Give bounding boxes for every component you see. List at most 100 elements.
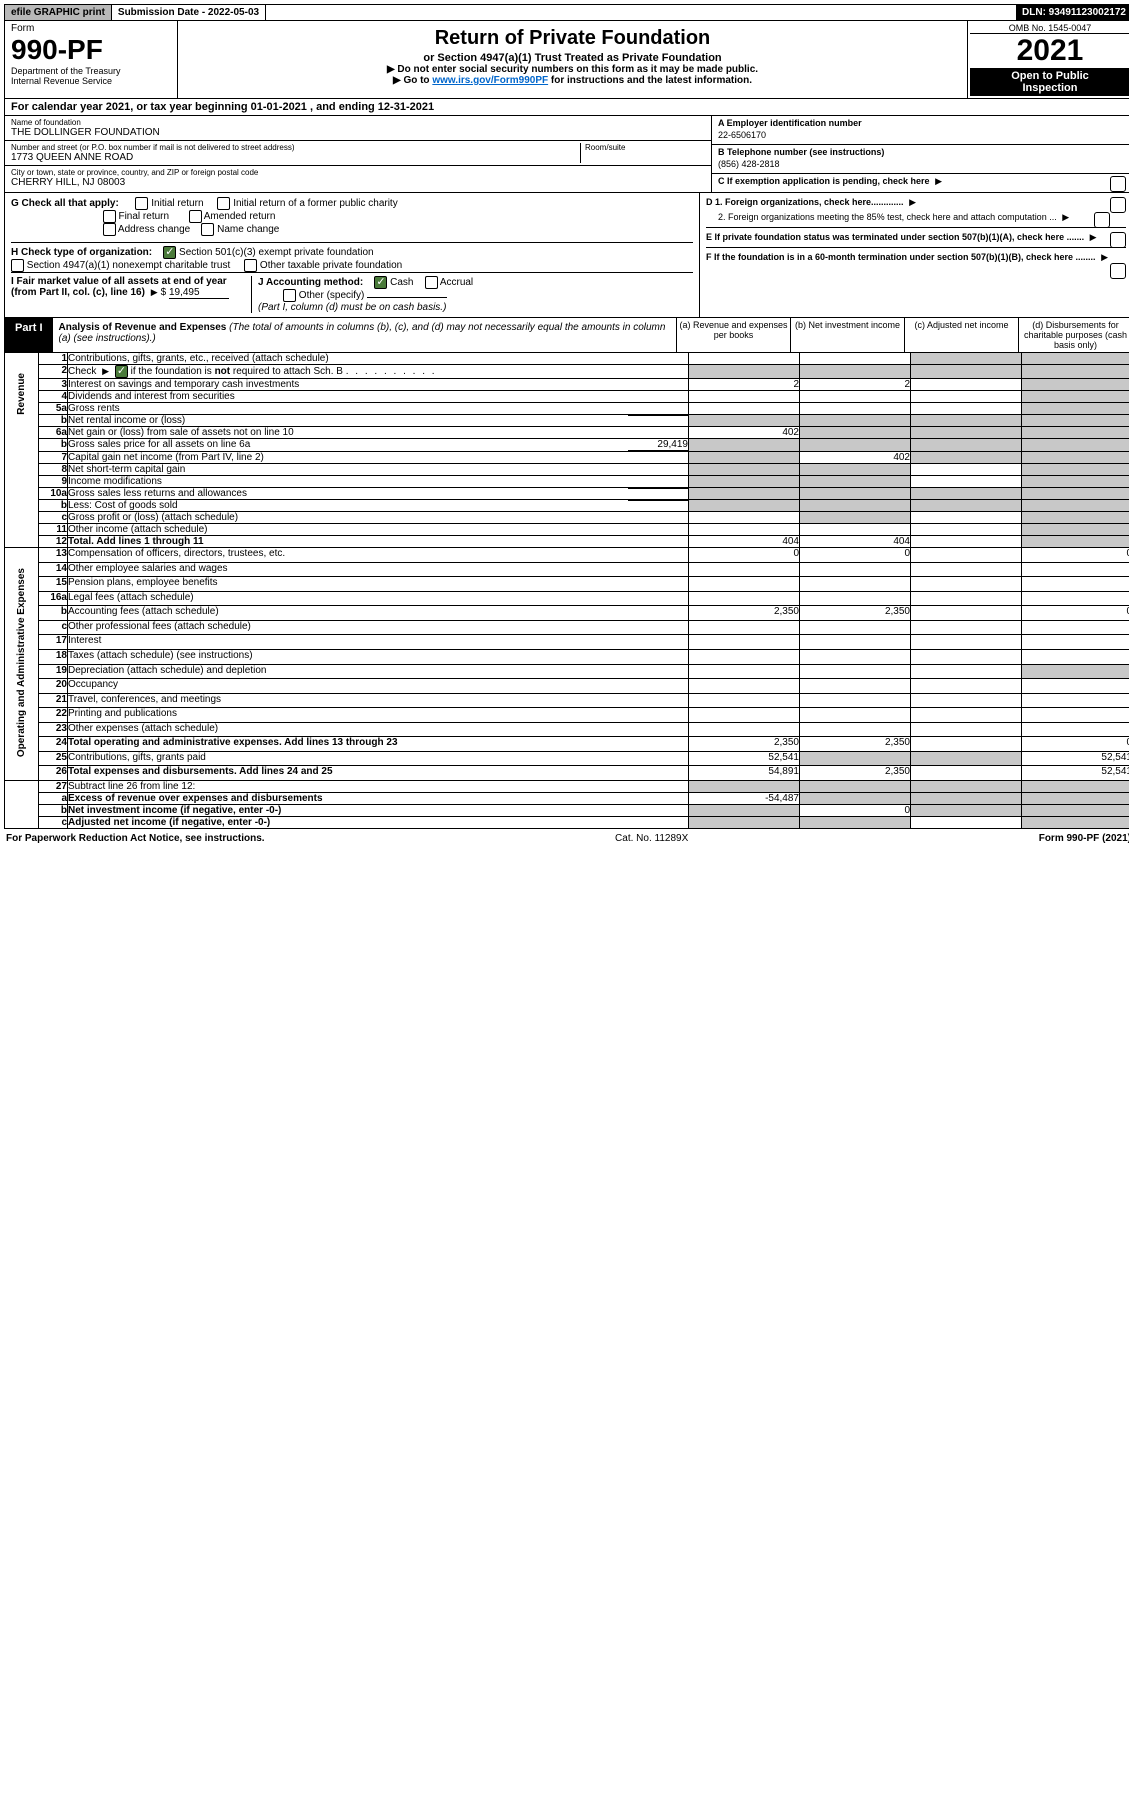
amended-return-checkbox[interactable] [189,210,202,223]
amount-cell [689,488,800,500]
table-row: cAdjusted net income (if negative, enter… [5,817,1129,829]
room-label: Room/suite [585,143,705,152]
amount-cell: 402 [689,427,800,439]
final-return-checkbox[interactable] [103,210,116,223]
c-label: C If exemption application is pending, c… [718,176,930,186]
line-desc: Legal fees (attach schedule) [68,591,689,606]
checks-section: G Check all that apply: Initial return I… [4,193,1129,318]
table-row: 17Interest [5,635,1129,650]
line-desc: Gross sales price for all assets on line… [68,439,689,452]
part1-header: Part I Analysis of Revenue and Expenses … [4,318,1129,353]
d1-label: D 1. Foreign organizations, check here..… [706,197,904,207]
amount-cell [689,512,800,524]
amount-cell [1022,577,1129,592]
501c3-checkbox[interactable] [163,246,176,259]
amount-cell [911,793,1022,805]
form-note1: ▶ Do not enter social security numbers o… [182,64,963,75]
amount-cell [800,591,911,606]
f-checkbox[interactable] [1110,263,1126,279]
amount-cell [911,635,1022,650]
amount-cell [1022,708,1129,723]
table-row: 26Total expenses and disbursements. Add … [5,766,1129,781]
address-change-checkbox[interactable] [103,223,116,236]
line-desc: Subtract line 26 from line 12: [68,781,689,793]
line-num: 1 [39,353,68,365]
amount-cell [1022,635,1129,650]
line-num: 2 [39,365,68,379]
amount-cell [1022,365,1129,379]
initial-return-former-checkbox[interactable] [217,197,230,210]
table-row: bNet investment income (if negative, ent… [5,805,1129,817]
table-row: 12Total. Add lines 1 through 11404404 [5,536,1129,548]
table-row: 16aLegal fees (attach schedule) [5,591,1129,606]
line-desc: Total. Add lines 1 through 11 [68,536,689,548]
amount-cell [800,365,911,379]
line-desc: Travel, conferences, and meetings [68,693,689,708]
line-desc: Excess of revenue over expenses and disb… [68,793,689,805]
amount-cell [800,464,911,476]
ein-value: 22-6506170 [718,128,1126,142]
amount-cell [800,679,911,694]
amount-cell [1022,403,1129,415]
table-row: 10aGross sales less returns and allowanc… [5,488,1129,500]
schb-checkbox[interactable] [115,365,128,378]
amount-cell [911,391,1022,403]
amount-cell [689,781,800,793]
line-desc: Occupancy [68,679,689,694]
amount-cell [800,476,911,488]
table-row: 27Subtract line 26 from line 12: [5,781,1129,793]
amount-cell [911,577,1022,592]
amount-cell [1022,679,1129,694]
amount-cell: 2 [800,379,911,391]
c-checkbox[interactable] [1110,176,1126,192]
j-note: (Part I, column (d) must be on cash basi… [258,302,446,313]
arrow-icon [935,176,942,187]
arrow-icon [1090,232,1097,243]
line-desc: Adjusted net income (if negative, enter … [68,817,689,829]
amount-cell [689,635,800,650]
amount-cell: 0 [800,805,911,817]
line-num: 25 [39,751,68,766]
line-num: 15 [39,577,68,592]
line-num: b [39,606,68,621]
amount-cell [1022,452,1129,464]
amount-cell [800,664,911,679]
amount-cell [911,512,1022,524]
initial-return-checkbox[interactable] [135,197,148,210]
table-row: 21Travel, conferences, and meetings [5,693,1129,708]
4947-checkbox[interactable] [11,259,24,272]
amount-cell [800,781,911,793]
amount-cell: 52,541 [1022,766,1129,781]
line-num: 3 [39,379,68,391]
amount-cell [1022,620,1129,635]
line-desc: Capital gain net income (from Part IV, l… [68,452,689,464]
d2-checkbox[interactable] [1094,212,1110,228]
line-num: b [39,415,68,427]
amount-cell [1022,353,1129,365]
irs-link[interactable]: www.irs.gov/Form990PF [432,75,548,86]
amount-cell [689,591,800,606]
form-note2: ▶ Go to www.irs.gov/Form990PF for instru… [182,75,963,86]
d1-checkbox[interactable] [1110,197,1126,213]
other-method-checkbox[interactable] [283,289,296,302]
e-checkbox[interactable] [1110,232,1126,248]
table-row: 8Net short-term capital gain [5,464,1129,476]
amount-cell [1022,464,1129,476]
amount-cell [800,415,911,427]
line-num: 7 [39,452,68,464]
line-desc: Interest [68,635,689,650]
line-desc: Taxes (attach schedule) (see instruction… [68,649,689,664]
other-taxable-checkbox[interactable] [244,259,257,272]
name-change-checkbox[interactable] [201,223,214,236]
amount-cell [689,805,800,817]
line-num: 11 [39,524,68,536]
amount-cell: 2,350 [800,737,911,752]
accrual-checkbox[interactable] [425,276,438,289]
cash-checkbox[interactable] [374,276,387,289]
table-row: 25Contributions, gifts, grants paid52,54… [5,751,1129,766]
open-public: Open to PublicInspection [970,68,1129,96]
name-label: Name of foundation [11,118,705,127]
form-word: Form [11,23,171,34]
arrow-icon [909,197,916,208]
table-row: 7Capital gain net income (from Part IV, … [5,452,1129,464]
